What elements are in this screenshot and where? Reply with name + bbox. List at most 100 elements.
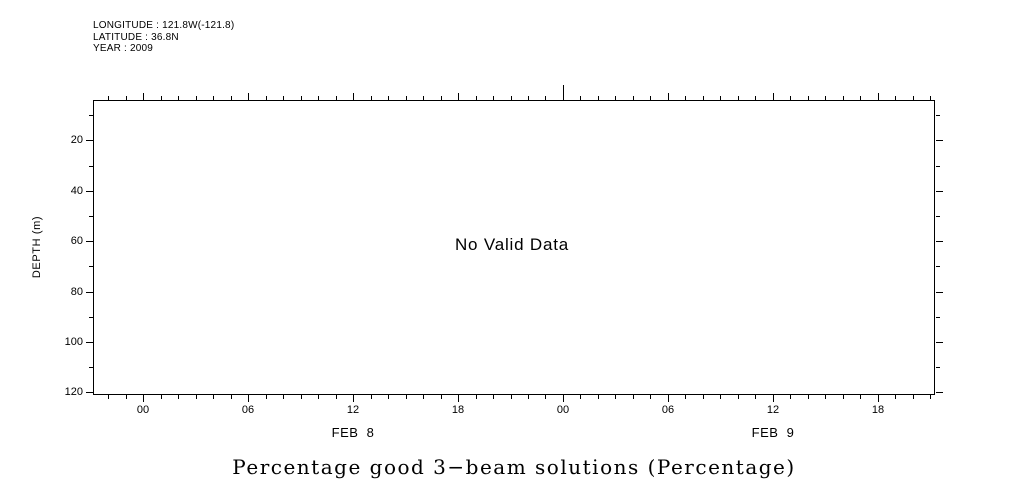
y-tick [89,216,93,217]
x-tick [336,96,337,100]
y-tick-label: 40 [70,185,83,197]
x-tick [108,96,109,100]
longitude-text: LONGITUDE : 121.8W(-121.8) [93,20,235,31]
x-tick [301,96,302,100]
x-tick [423,395,424,399]
x-tick [143,93,144,100]
x-tick [668,93,669,100]
y-tick [936,166,940,167]
x-tick [196,96,197,100]
x-tick [248,395,249,402]
x-tick [528,96,529,100]
x-tick [231,395,232,399]
y-tick [86,342,93,343]
x-tick [476,96,477,100]
x-tick [685,395,686,399]
x-tick [895,96,896,100]
y-tick [936,216,940,217]
x-tick [353,395,354,402]
x-tick [738,395,739,399]
x-tick [213,395,214,399]
x-tick [336,395,337,399]
x-tick [703,96,704,100]
x-tick [406,395,407,399]
y-tick [89,266,93,267]
x-tick [178,96,179,100]
x-tick [860,395,861,399]
x-tick [633,395,634,399]
x-tick [580,395,581,399]
header-info: LONGITUDE : 121.8W(-121.8) LATITUDE : 36… [93,20,234,55]
x-tick-label: 12 [766,404,780,416]
x-tick [528,395,529,399]
y-tick [936,191,943,192]
x-tick [738,96,739,100]
x-tick [161,395,162,399]
x-tick [650,395,651,399]
y-tick-label: 80 [70,286,83,298]
x-tick [511,96,512,100]
y-tick [89,166,93,167]
x-tick [773,395,774,402]
x-tick [913,395,914,399]
y-tick [86,140,93,141]
y-tick [936,266,940,267]
x-tick [266,96,267,100]
y-tick [936,241,943,242]
y-tick [86,292,93,293]
x-tick [108,395,109,399]
x-tick [703,395,704,399]
x-tick [126,395,127,399]
x-tick [808,395,809,399]
y-tick [936,342,943,343]
x-tick [283,395,284,399]
y-tick [89,115,93,116]
x-tick [790,96,791,100]
x-tick [493,96,494,100]
x-tick-label: 18 [451,404,465,416]
x-tick [196,395,197,399]
x-tick [476,395,477,399]
x-tick [825,96,826,100]
x-tick [598,395,599,399]
x-tick [458,93,459,100]
x-tick [318,395,319,399]
x-tick [685,96,686,100]
x-tick [545,96,546,100]
x-tick [266,395,267,399]
y-tick [89,317,93,318]
x-tick [633,96,634,100]
x-tick-label: 00 [136,404,150,416]
x-tick-label: 00 [556,404,570,416]
x-tick [545,395,546,399]
x-tick [615,395,616,399]
x-tick [441,96,442,100]
x-tick [860,96,861,100]
x-tick [755,395,756,399]
x-tick [720,395,721,399]
x-tick [493,395,494,399]
x-tick [808,96,809,100]
y-tick [936,292,943,293]
x-tick [668,395,669,402]
y-tick [936,392,943,393]
x-tick [563,395,564,402]
x-tick-label: 18 [871,404,885,416]
x-tick [318,96,319,100]
x-tick [178,395,179,399]
y-tick-label: 20 [70,134,83,146]
x-tick [213,96,214,100]
y-tick [936,140,943,141]
x-tick [388,395,389,399]
x-tick [615,96,616,100]
y-tick [89,367,93,368]
y-tick-label: 100 [64,336,83,348]
x-tick [720,96,721,100]
x-tick-label: 12 [346,404,360,416]
no-data-message: No Valid Data [454,235,570,254]
day-label: FEB 8 [331,425,375,440]
x-tick [161,96,162,100]
x-tick [790,395,791,399]
day-boundary-tick [563,85,564,100]
